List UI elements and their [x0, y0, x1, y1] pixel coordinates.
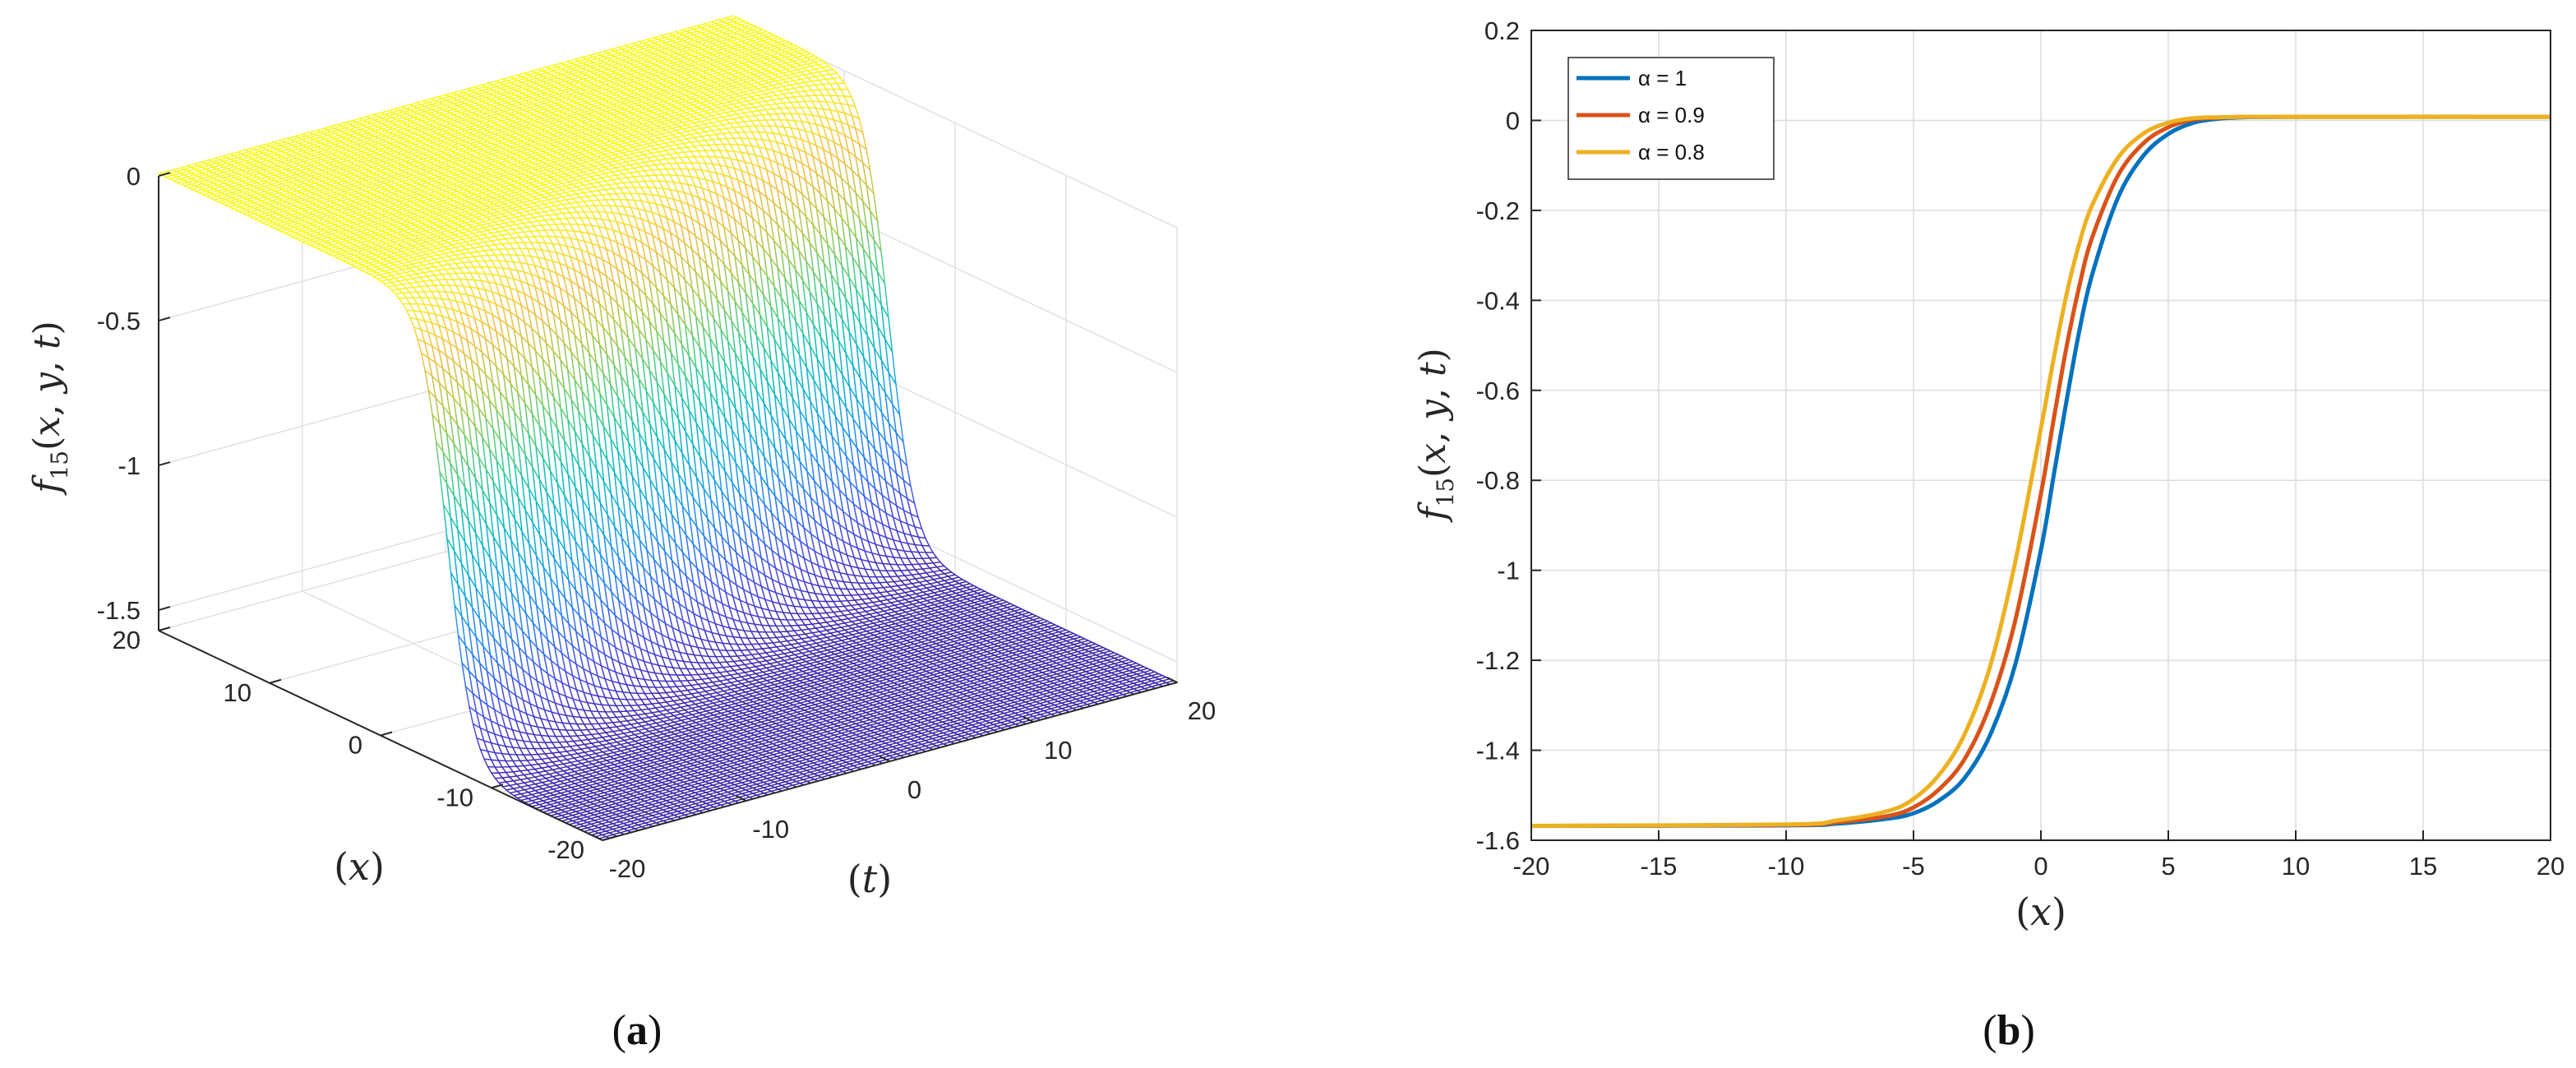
surface-mesh: [156, 15, 1180, 841]
